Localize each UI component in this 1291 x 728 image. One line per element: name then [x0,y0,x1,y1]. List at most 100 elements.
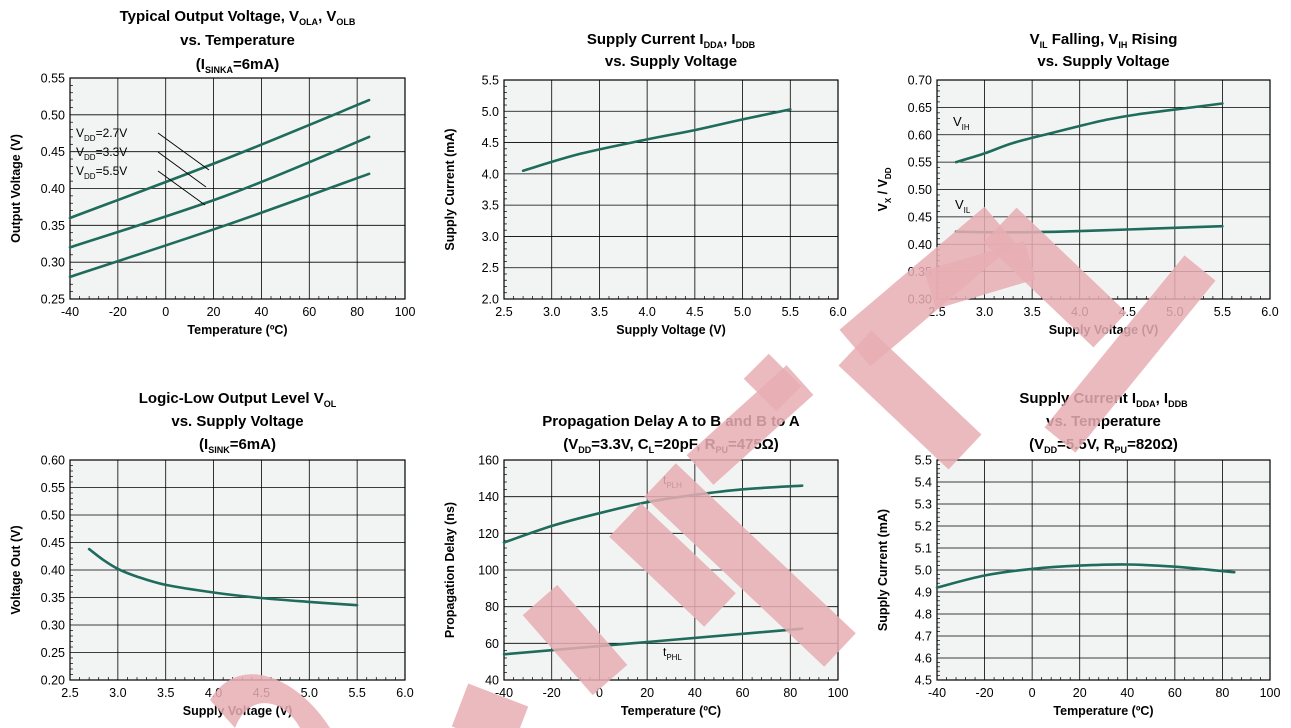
y-tick-label: 0.70 [908,74,932,88]
x-tick-label: -40 [928,686,946,700]
y-tick-label: 60 [485,637,499,651]
x-tick-label: 40 [1120,686,1134,700]
x-tick-label: 3.5 [1023,305,1040,319]
x-tick-label: 4.0 [638,305,655,319]
x-tick-label: 0 [596,686,603,700]
plot-area [504,80,838,299]
y-tick-label: 80 [485,600,499,614]
y-tick-label: 4.8 [915,608,932,622]
watermark-stroke [609,503,736,627]
y-tick-label: 2.0 [482,293,499,307]
x-tick-label: 20 [207,305,221,319]
chart-title-line: vs. Supply Voltage [171,413,303,430]
y-tick-label: 4.7 [915,630,932,644]
y-tick-label: 5.0 [915,564,932,578]
x-tick-label: 80 [783,686,797,700]
y-tick-label: 160 [478,454,499,468]
obsolete-watermark [210,206,1216,728]
series-label: VIL​ [955,197,971,215]
series-line-1 [935,563,1236,589]
watermark-stroke [839,206,1016,367]
x-tick-label: 20 [640,686,654,700]
y-axis-label: Supply Current (mA) [876,509,890,631]
x-axis-label: Temperature (ºC) [187,323,287,337]
y-tick-label: 5.4 [915,476,932,490]
x-tick-label: 3.0 [109,686,126,700]
x-tick-label: 3.5 [591,305,608,319]
watermark-stroke [210,674,330,728]
chart-title-line: VIL​ Falling, VIH​ Rising [1030,31,1178,50]
x-tick-label: -20 [543,686,561,700]
y-tick-label: 5.0 [482,105,499,119]
x-tick-label: 5.5 [348,686,365,700]
x-tick-label: 40 [254,305,268,319]
y-tick-label: 4.5 [915,674,932,688]
series-line-1 [521,108,792,172]
watermark-stroke [1044,255,1216,453]
y-tick-label: 0.50 [41,108,65,122]
y-tick-label: 5.3 [915,498,932,512]
x-tick-label: 3.0 [543,305,560,319]
chart-title-line: Typical Output Voltage, VOLA​, VOLB​ [120,8,356,27]
x-tick-label: 80 [1215,686,1229,700]
y-tick-label: 40 [485,674,499,688]
watermark-stroke [838,330,982,470]
y-tick-label: 140 [478,490,499,504]
leader-line [157,132,210,171]
series-label: VIH​ [953,114,970,132]
y-tick-label: 120 [478,527,499,541]
y-tick-label: 0.55 [41,72,65,86]
x-tick-label: 20 [1073,686,1087,700]
plot-frame [503,459,839,681]
y-tick-label: 3.0 [482,230,499,244]
y-tick-label: 0.60 [908,128,932,142]
y-tick-label: 3.5 [482,199,499,213]
x-tick-label: 0 [1029,686,1036,700]
x-tick-label: 100 [395,305,416,319]
plot-frame [503,79,839,300]
y-tick-label: 2.5 [482,261,499,275]
x-tick-label: 6.0 [1261,305,1278,319]
y-tick-label: 100 [478,564,499,578]
watermark-stroke [644,463,856,667]
y-tick-label: 0.25 [41,646,65,660]
x-tick-label: 60 [736,686,750,700]
y-tick-label: 0.40 [41,564,65,578]
series-label: VDD​=2.7V [76,126,127,143]
x-tick-label: 2.5 [61,686,78,700]
y-tick-label: 0.20 [41,674,65,688]
y-tick-label: 0.45 [41,145,65,159]
chart-1: Typical Output Voltage, VOLA​, VOLB​ vs. … [9,8,415,337]
x-tick-label: 2.5 [495,305,512,319]
plot-frame [936,459,1271,681]
chart-title-line: vs. Temperature [180,32,295,49]
y-axis-label: Propagation Delay (ns) [443,502,457,638]
y-tick-label: 5.2 [915,520,932,534]
x-tick-label: 5.5 [1214,305,1231,319]
chart-2: Supply Current IDDA​, IDDB​ vs. Supply Vo… [443,31,847,337]
y-axis-label: VX​ / VDD​ [876,167,893,211]
x-tick-label: 5.0 [734,305,751,319]
series-line-1 [954,102,1224,164]
leader-line [157,170,206,206]
x-tick-label: 0 [162,305,169,319]
y-tick-label: 0.55 [908,156,932,170]
chart-title-line: vs. Supply Voltage [605,53,737,70]
watermark-stroke [983,207,1127,348]
series-line-1 [87,547,359,607]
y-tick-label: 0.30 [41,619,65,633]
y-axis-label: Voltage Out (V) [9,525,23,614]
x-tick-label: 80 [350,305,364,319]
y-tick-label: 0.55 [41,481,65,495]
y-tick-label: 0.60 [41,454,65,468]
y-axis-label: Output Voltage (V) [9,134,23,243]
y-axis-label: Supply Current (mA) [443,128,457,250]
y-tick-label: 0.65 [908,101,932,115]
watermark-stroke [686,365,814,485]
x-axis-label: Temperature (ºC) [621,704,721,718]
series-label: VDD​=3.3V [76,145,127,162]
series-label: tPHL​ [663,645,682,662]
y-tick-label: 0.25 [41,293,65,307]
plot-frame [69,77,406,300]
x-tick-label: 5.0 [301,686,318,700]
